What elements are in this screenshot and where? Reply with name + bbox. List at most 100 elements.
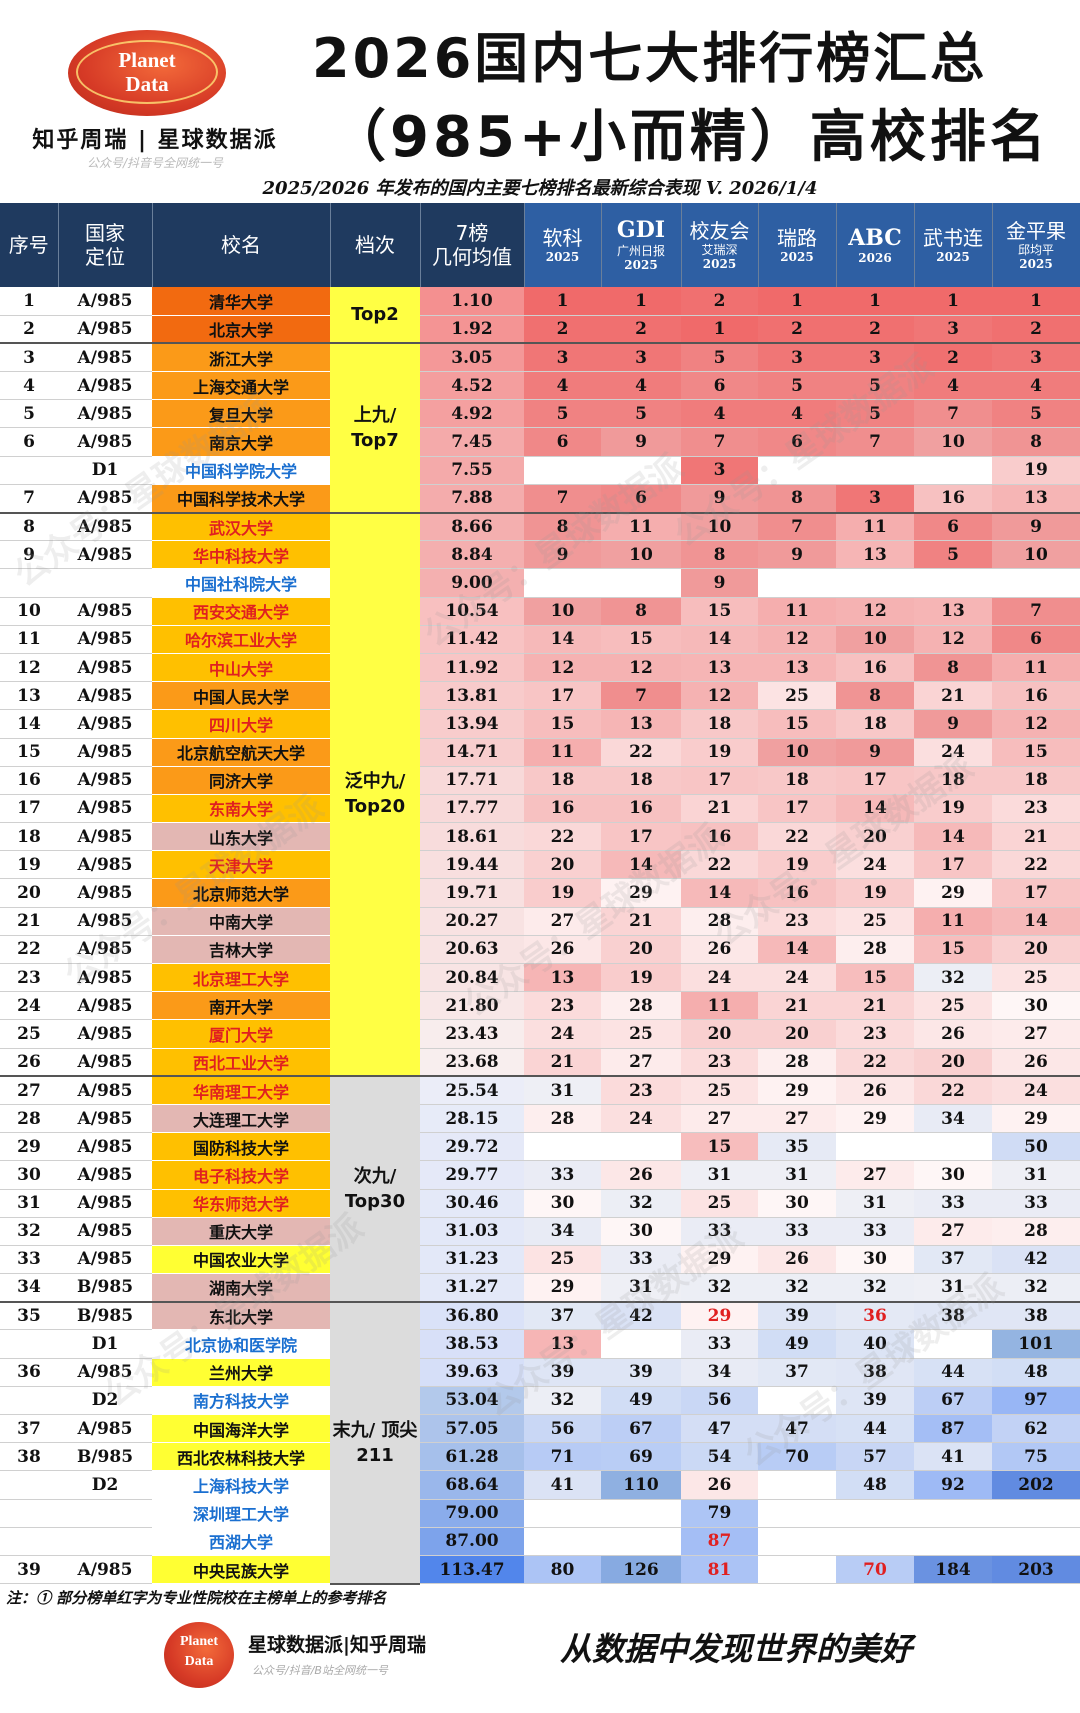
row-school-name: 兰州大学 — [152, 1358, 330, 1387]
row-school-name: 大连理工大学 — [152, 1104, 330, 1134]
row-geo-mean: 25.54 — [420, 1075, 524, 1105]
row-seq: 18 — [0, 822, 58, 852]
row-rank-4 — [758, 1499, 836, 1528]
table-row: 西湖大学 87.00 87 — [0, 1527, 1080, 1556]
row-rank-4: 14 — [758, 935, 836, 965]
row-seq: 16 — [0, 766, 58, 795]
row-rank-3: 28 — [681, 907, 758, 936]
row-position: A/985 — [58, 1217, 152, 1246]
row-geo-mean: 29.72 — [420, 1132, 524, 1162]
row-rank-4: 17 — [758, 794, 836, 824]
row-rank-1: 19 — [524, 878, 601, 908]
row-position: A/985 — [58, 766, 152, 795]
row-rank-1: 29 — [524, 1273, 601, 1303]
row-rank-7: 97 — [992, 1386, 1080, 1416]
row-rank-3: 11 — [681, 991, 758, 1021]
row-rank-2: 28 — [601, 991, 681, 1021]
row-rank-6: 19 — [914, 794, 992, 824]
row-position: A/985 — [58, 540, 152, 570]
row-rank-3: 4 — [681, 399, 758, 429]
row-position: D2 — [58, 1386, 152, 1416]
header-xiaoyouhui-year: 2025 — [702, 257, 737, 271]
row-position: A/985 — [58, 1414, 152, 1444]
row-seq: 19 — [0, 850, 58, 880]
row-rank-1 — [524, 456, 601, 485]
row-rank-1: 32 — [524, 1386, 601, 1416]
row-rank-3: 14 — [681, 878, 758, 908]
row-rank-6: 38 — [914, 1300, 992, 1331]
row-rank-6: 67 — [914, 1386, 992, 1416]
row-rank-6: 17 — [914, 850, 992, 880]
row-position: D2 — [58, 1470, 152, 1500]
row-rank-2: 21 — [601, 907, 681, 936]
row-school-name: 北京师范大学 — [152, 878, 330, 908]
row-rank-4: 22 — [758, 822, 836, 852]
row-school-name: 北京航空航天大学 — [152, 738, 330, 767]
row-tier: 次九/ Top30 — [330, 1075, 420, 1303]
row-rank-3: 33 — [681, 1217, 758, 1246]
row-position: A/985 — [58, 1132, 152, 1162]
row-rank-1: 56 — [524, 1414, 601, 1444]
row-rank-5: 26 — [836, 1075, 914, 1105]
row-rank-2: 31 — [601, 1273, 681, 1303]
row-rank-2: 49 — [601, 1386, 681, 1416]
table-header-row: 序号 国家 定位 校名 档次 7榜 几何均值 软科 2025 GDI 广州日报 — [0, 203, 1080, 287]
logo-ring — [76, 40, 218, 104]
row-rank-7: 6 — [992, 625, 1080, 654]
row-position: A/985 — [58, 709, 152, 739]
row-rank-7: 17 — [992, 878, 1080, 908]
row-seq: 24 — [0, 991, 58, 1021]
row-rank-1 — [524, 1132, 601, 1162]
header-abc: ABC 2026 — [836, 203, 915, 287]
row-rank-5: 44 — [836, 1414, 914, 1444]
logo-text-data: Data — [125, 72, 169, 96]
header-ruanke-year: 2025 — [545, 249, 580, 264]
row-rank-6: 92 — [914, 1470, 992, 1500]
table-row: 1 A/985 清华大学 Top2 1.10 1 1 2 1 1 1 1 — [0, 287, 1080, 345]
row-geo-mean: 3.05 — [420, 342, 524, 373]
row-school-name: 东南大学 — [152, 794, 330, 824]
row-position: A/985 — [58, 484, 152, 514]
row-seq: 1 — [0, 287, 58, 316]
row-seq: 20 — [0, 878, 58, 908]
table-row: 18 A/985 山东大学 18.61 22 17 16 22 20 14 21 — [0, 822, 1080, 852]
header-wushulian-year: 2025 — [936, 249, 970, 264]
row-rank-7: 9 — [992, 511, 1080, 542]
row-rank-5: 19 — [836, 878, 914, 908]
row-school-name: 武汉大学 — [152, 511, 330, 542]
header-gdi: GDI 广州日报 2025 — [601, 203, 682, 287]
row-seq: 6 — [0, 427, 58, 457]
table-row: 30 A/985 电子科技大学 29.77 33 26 31 31 27 30 31 — [0, 1160, 1080, 1190]
row-rank-3: 2 — [681, 287, 758, 316]
row-rank-6: 22 — [914, 1075, 992, 1105]
row-rank-2: 32 — [601, 1189, 681, 1218]
row-rank-6: 32 — [914, 963, 992, 993]
row-geo-mean: 4.92 — [420, 399, 524, 429]
row-rank-5: 1 — [836, 287, 914, 316]
header-jinpingguo-sub: 邱均平 — [1017, 242, 1054, 257]
row-rank-3: 81 — [681, 1555, 758, 1585]
row-rank-1: 13 — [524, 963, 601, 993]
row-geo-mean: 29.77 — [420, 1160, 524, 1190]
row-position: A/985 — [58, 1555, 152, 1585]
footer-slogan: 从数据中发现世界的美好 — [560, 1630, 913, 1668]
header-abc-year: 2026 — [858, 251, 892, 265]
row-rank-3: 26 — [681, 1470, 758, 1500]
row-rank-3: 19 — [681, 738, 758, 767]
row-rank-1: 31 — [524, 1075, 601, 1105]
row-seq: 10 — [0, 597, 58, 626]
row-position: A/985 — [58, 315, 152, 344]
row-rank-1: 37 — [524, 1300, 601, 1331]
table-row: 33 A/985 中国农业大学 31.23 25 33 29 26 30 37 42 — [0, 1245, 1080, 1275]
table-row: 14 A/985 四川大学 13.94 15 13 18 15 18 9 12 — [0, 709, 1080, 739]
row-rank-5: 9 — [836, 738, 914, 767]
row-rank-7: 3 — [992, 342, 1080, 373]
row-school-name: 中国科学技术大学 — [152, 484, 330, 514]
row-rank-5: 28 — [836, 935, 914, 965]
row-rank-3: 6 — [681, 371, 758, 401]
row-rank-6: 25 — [914, 991, 992, 1021]
row-rank-6: 9 — [914, 709, 992, 739]
row-geo-mean: 14.71 — [420, 738, 524, 767]
row-geo-mean: 36.80 — [420, 1300, 524, 1331]
row-geo-mean: 18.61 — [420, 822, 524, 852]
